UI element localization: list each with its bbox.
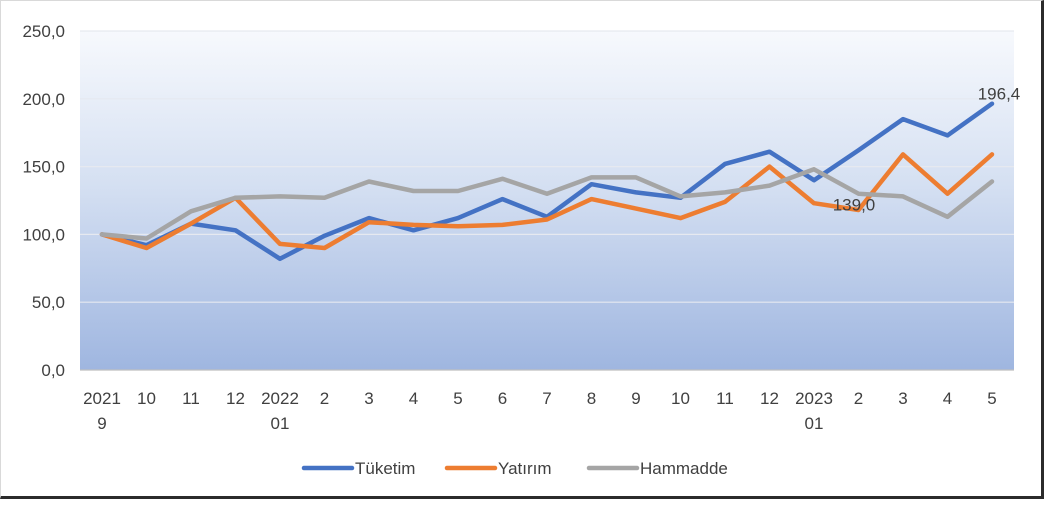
- x-tick-label: 5: [987, 389, 996, 408]
- x-tick-label: 4: [409, 389, 418, 408]
- y-tick-label: 250,0: [22, 22, 65, 41]
- x-tick-label: 7: [542, 389, 551, 408]
- legend-label: Yatırım: [498, 459, 552, 478]
- x-tick-label: 12: [760, 389, 779, 408]
- x-tick-label: 11: [716, 389, 734, 408]
- legend: Tüketim Yatırım Hammadde: [301, 459, 728, 478]
- y-tick-label: 0,0: [41, 361, 65, 380]
- x-tick-label: 8: [587, 389, 596, 408]
- series-line: [99, 167, 995, 241]
- y-tick-label: 100,0: [22, 225, 65, 244]
- x-tick-label: 5: [453, 389, 462, 408]
- data-labels: 196,4 139,0: [833, 85, 1021, 215]
- chart-frame: 0,0 50,0 100,0 150,0 200,0 250,0 2021 9 10 11 12 2…: [0, 0, 1044, 499]
- x-tick-label: 3: [898, 389, 907, 408]
- x-tick-label: 11: [182, 389, 200, 408]
- legend-label: Tüketim: [355, 459, 415, 478]
- data-label: 139,0: [833, 195, 876, 214]
- x-tick-label: 12: [226, 389, 245, 408]
- x-tick-label: 10: [137, 389, 156, 408]
- x-tick-label: 10: [671, 389, 690, 408]
- x-tick-label: 01: [805, 414, 824, 433]
- series-lines: [99, 101, 995, 262]
- series-line: [99, 101, 995, 262]
- x-tick-label: 4: [943, 389, 952, 408]
- y-tick-label: 50,0: [32, 293, 65, 312]
- y-tick-label: 200,0: [22, 90, 65, 109]
- x-axis: 2021 9 10 11 12 2022 01 2 3 4 5 6 7 8 9 10 11 12 2023 01 2 3 4…: [83, 389, 997, 433]
- data-label: 196,4: [978, 85, 1021, 104]
- x-tick-label: 6: [498, 389, 507, 408]
- x-tick-label: 3: [364, 389, 373, 408]
- x-tick-label: 2022: [261, 389, 299, 408]
- y-axis: 0,0 50,0 100,0 150,0 200,0 250,0: [22, 22, 65, 380]
- series-line: [99, 152, 995, 251]
- x-tick-label: 9: [631, 389, 640, 408]
- y-tick-label: 150,0: [22, 158, 65, 177]
- x-tick-label: 2023: [795, 389, 833, 408]
- legend-label: Hammadde: [640, 459, 728, 478]
- x-tick-label: 2: [320, 389, 329, 408]
- x-tick-label: 9: [97, 414, 106, 433]
- gridlines: [80, 30, 1014, 371]
- x-tick-label: 01: [271, 414, 290, 433]
- x-tick-label: 2021: [83, 389, 121, 408]
- x-tick-label: 2: [854, 389, 863, 408]
